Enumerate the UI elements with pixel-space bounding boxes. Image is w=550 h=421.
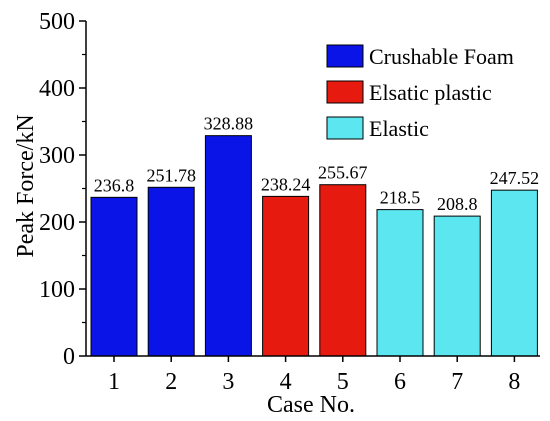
y-axis-title: Peak Force/kN: [13, 114, 39, 257]
data-label-case-6: 218.5: [380, 188, 421, 208]
x-tick-label-3: 3: [222, 369, 234, 395]
y-tick-labels-group: 0 100 200 300 400 500: [39, 9, 75, 370]
data-label-case-2: 251.78: [146, 165, 196, 185]
x-tick-label-5: 5: [337, 369, 349, 395]
data-label-case-1: 236.8: [94, 175, 135, 195]
axes-group: [79, 20, 540, 362]
legend-swatch-3: [326, 116, 364, 140]
x-tick-label-6: 6: [394, 369, 406, 395]
data-label-case-8: 247.52: [490, 168, 540, 188]
bar-case-2: [147, 186, 195, 357]
y-tick-label-500: 500: [39, 9, 75, 35]
y-tick-label-300: 300: [39, 143, 75, 169]
data-label-case-5: 255.67: [318, 163, 368, 183]
data-label-case-3: 328.88: [204, 114, 254, 134]
bar-case-1: [90, 196, 138, 357]
x-tick-label-4: 4: [280, 369, 292, 395]
x-tick-label-8: 8: [508, 369, 520, 395]
legend-label-3: Elastic: [369, 116, 429, 141]
bar-case-3: [204, 135, 252, 357]
bar-case-5: [319, 184, 367, 357]
x-tick-label-2: 2: [165, 369, 177, 395]
y-tick-label-0: 0: [63, 344, 75, 370]
legend: Crushable Foam Elsatic plastic Elastic: [326, 44, 514, 141]
y-tick-label-200: 200: [39, 210, 75, 236]
data-label-case-7: 208.8: [437, 194, 478, 214]
x-axis-title: Case No.: [267, 392, 355, 418]
y-tick-label-100: 100: [39, 277, 75, 303]
bar-case-7: [433, 215, 481, 357]
y-tick-label-400: 400: [39, 76, 75, 102]
bars-group: [90, 135, 538, 357]
legend-label-2: Elsatic plastic: [369, 80, 492, 105]
x-tick-label-1: 1: [108, 369, 120, 395]
x-tick-labels-group: 1 2 3 4 5 6 7 8: [108, 369, 520, 395]
bar-case-8: [490, 189, 538, 357]
data-labels-group: 236.8 251.78 328.88 238.24 255.67 218.5 208.8 2…: [94, 114, 539, 214]
legend-swatch-2: [326, 80, 364, 104]
x-tick-label-7: 7: [451, 369, 463, 395]
bar-case-4: [262, 195, 310, 357]
legend-label-1: Crushable Foam: [369, 44, 514, 69]
data-label-case-4: 238.24: [261, 174, 311, 194]
legend-swatch-1: [326, 44, 364, 68]
bar-case-6: [376, 209, 424, 357]
